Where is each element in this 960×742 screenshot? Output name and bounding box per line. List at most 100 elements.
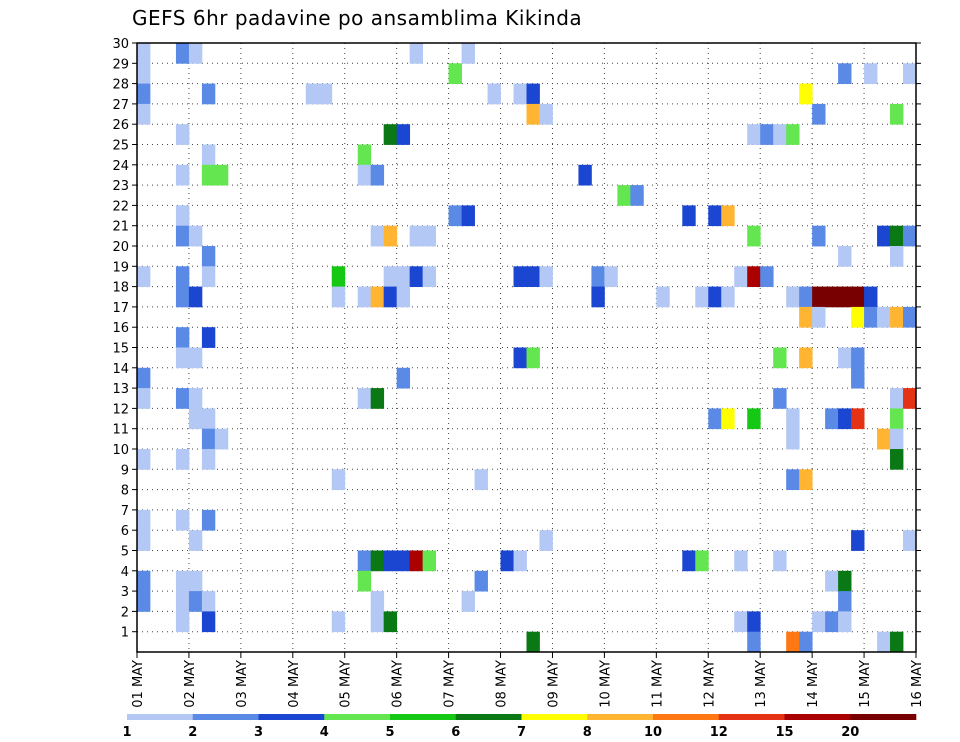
y-tick-label: 19	[112, 260, 129, 275]
heatmap-cell	[137, 591, 151, 612]
heatmap-cell	[773, 550, 787, 572]
heatmap-cell	[188, 225, 203, 247]
heatmap-cell	[383, 286, 398, 308]
heatmap-cell	[137, 367, 151, 389]
heatmap-cell	[137, 43, 151, 64]
x-tick-label: 01 MAY	[131, 660, 146, 708]
heatmap-cell	[825, 286, 839, 308]
heatmap-cell	[305, 83, 320, 105]
heatmap-cell	[773, 388, 787, 409]
heatmap-cell	[175, 509, 190, 531]
heatmap-cell	[370, 611, 385, 633]
heatmap-cell	[851, 347, 865, 369]
heatmap-cell	[838, 570, 852, 592]
heatmap-cell	[877, 631, 891, 653]
heatmap-cell	[357, 144, 372, 166]
colorbar-label: 6	[451, 725, 460, 740]
heatmap-cell	[812, 103, 826, 125]
heatmap-cell	[201, 266, 216, 287]
heatmap-cell	[851, 306, 865, 328]
heatmap-cell	[318, 83, 333, 105]
heatmap-cell	[825, 408, 839, 430]
heatmap-cell	[799, 631, 813, 653]
heatmap-cell	[357, 164, 372, 186]
heatmap-cell	[513, 266, 527, 287]
colorbar-swatch	[784, 714, 851, 720]
y-tick-label: 13	[112, 382, 129, 397]
heatmap-cell	[201, 591, 216, 612]
x-tick-label: 05 MAY	[339, 660, 354, 708]
heatmap-cell	[838, 246, 852, 267]
heatmap-cell	[474, 570, 488, 592]
colorbar-swatch	[455, 714, 522, 720]
y-tick-label: 5	[121, 545, 129, 560]
y-tick-label: 3	[121, 585, 129, 600]
heatmap-cell	[812, 306, 826, 328]
heatmap-cell	[851, 367, 865, 389]
heatmap-cell	[773, 124, 787, 145]
heatmap-cell	[370, 388, 385, 409]
colorbar-swatch	[258, 714, 325, 720]
heatmap-cell	[747, 225, 761, 247]
x-tick-label: 13 MAY	[754, 660, 769, 708]
heatmap-cell	[357, 286, 372, 308]
heatmap-cell	[864, 286, 878, 308]
y-tick-label: 23	[112, 179, 129, 194]
heatmap-cell	[721, 286, 735, 308]
heatmap-cell	[747, 611, 761, 633]
y-tick-label: 8	[121, 484, 129, 499]
heatmap-cell	[903, 530, 917, 551]
heatmap-cell	[175, 124, 190, 145]
heatmap-cell	[383, 124, 398, 145]
heatmap-cell	[760, 124, 774, 145]
heatmap-cell	[396, 367, 411, 389]
heatmap-cell	[526, 347, 540, 369]
heatmap-cell	[747, 124, 761, 145]
heatmap-cell	[175, 205, 190, 227]
heatmap-cell	[409, 550, 424, 572]
chart-title: GEFS 6hr padavine po ansamblima Kikinda	[132, 6, 583, 30]
x-tick-label: 14 MAY	[806, 660, 821, 708]
heatmap-cell	[890, 103, 904, 125]
heatmap-cell	[175, 327, 190, 348]
heatmap-cell	[201, 408, 216, 430]
y-tick-label: 25	[112, 139, 129, 154]
y-tick-label: 6	[121, 524, 129, 539]
heatmap-cell	[591, 286, 605, 308]
colorbar-swatch	[718, 714, 785, 720]
heatmap-cell	[812, 286, 826, 308]
heatmap-cell	[175, 347, 190, 369]
y-tick-label: 28	[112, 78, 129, 93]
heatmap-cell	[903, 63, 917, 84]
heatmap-cell	[214, 428, 229, 450]
heatmap-cell	[604, 266, 618, 287]
heatmap-cell	[890, 225, 904, 247]
x-tick-label: 04 MAY	[287, 660, 302, 708]
heatmap-cell	[578, 164, 592, 186]
heatmap-cell	[137, 570, 151, 592]
y-tick-label: 7	[121, 504, 129, 519]
x-tick-label: 07 MAY	[443, 660, 458, 708]
heatmap-cell	[786, 469, 800, 490]
heatmap-cell	[175, 164, 190, 186]
x-tick-label: 11 MAY	[650, 660, 665, 708]
heatmap-cell	[188, 408, 203, 430]
heatmap-cell	[137, 530, 151, 551]
heatmap-cell	[188, 388, 203, 409]
heatmap-cell	[331, 266, 346, 287]
heatmap-cell	[383, 266, 398, 287]
heatmap-cell	[890, 631, 904, 653]
colorbar-label: 12	[710, 725, 728, 740]
heatmap-cell	[838, 408, 852, 430]
heatmap-cell	[331, 469, 346, 490]
heatmap-cell	[799, 469, 813, 490]
heatmap-cell	[695, 286, 709, 308]
x-tick-label: 08 MAY	[495, 660, 510, 708]
heatmap-cell	[526, 631, 540, 653]
heatmap-cell	[695, 550, 709, 572]
heatmap-cell	[513, 550, 527, 572]
colorbar-swatch	[324, 714, 391, 720]
y-tick-label: 4	[121, 565, 129, 580]
colorbar-swatch	[850, 714, 917, 720]
